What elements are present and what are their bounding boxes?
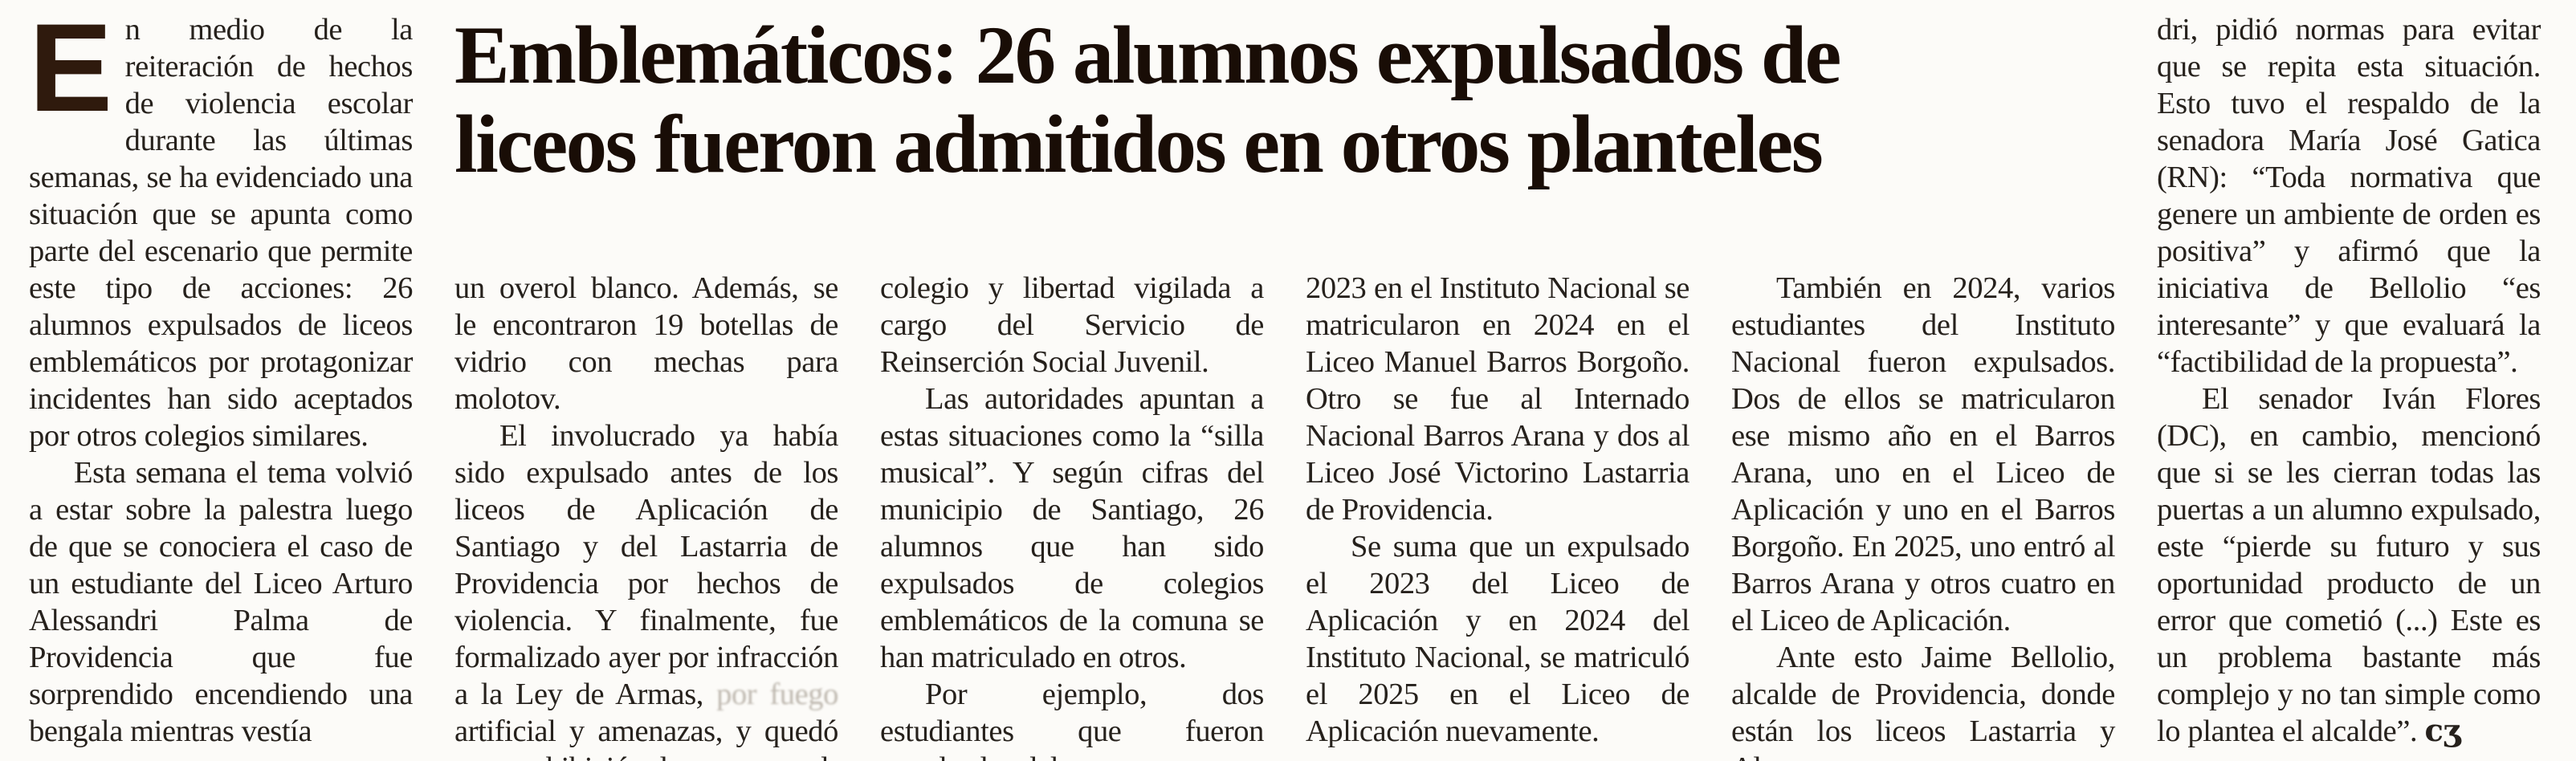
paragraph-text: El involucrado ya había sido expulsado a… xyxy=(454,419,838,711)
paragraph: También en 2024, varios estudiantes del … xyxy=(1731,271,2115,637)
paragraph: colegio y libertad vigilada a cargo del … xyxy=(880,271,1264,379)
paragraph: El senador Iván Flores (DC), en cambio, … xyxy=(2157,380,2541,750)
paragraph-text: El senador Iván Flores (DC), en cambio, … xyxy=(2157,382,2541,748)
body-column-3: colegio y libertad vigilada a cargo del … xyxy=(880,270,1264,761)
end-of-article-mark: cʒ xyxy=(2424,713,2461,749)
body-column-2: un overol blanco. Además, se le encontra… xyxy=(454,270,838,761)
paragraph: 2023 en el Instituto Nacional se matricu… xyxy=(1306,271,1689,527)
headline-line-2: liceos fueron admitidos en otros plantel… xyxy=(454,99,1824,190)
paragraph: Se suma que un expulsado el 2023 del Lic… xyxy=(1306,530,1689,748)
faded-smudged-text: por fuego xyxy=(716,678,838,711)
paragraph: Ante esto Jaime Bellolio, alcalde de Pro… xyxy=(1731,641,2115,761)
headline-and-columns: Emblemáticos: 26 alumnos expulsados de li… xyxy=(454,11,2115,761)
drop-cap: E xyxy=(29,0,112,138)
paragraph: Esta semana el tema volvió a estar sobre… xyxy=(29,456,413,748)
body-column-6: dri, pidió normas para evitar que se rep… xyxy=(2157,11,2541,761)
headline-line-1: Emblemáticos: 26 alumnos expulsados de xyxy=(454,10,1841,101)
paragraph: dri, pidió normas para evitar que se rep… xyxy=(2157,13,2541,379)
middle-columns: un overol blanco. Además, se le encontra… xyxy=(454,270,2115,761)
paragraph: El involucrado ya había sido expulsado a… xyxy=(454,417,838,761)
paragraph: un overol blanco. Además, se le encontra… xyxy=(454,271,838,416)
body-column-4: 2023 en el Instituto Nacional se matricu… xyxy=(1306,270,1689,761)
body-column-5: También en 2024, varios estudiantes del … xyxy=(1731,270,2115,761)
paragraph: Las autoridades apuntan a estas situacio… xyxy=(880,382,1264,674)
article-headline: Emblemáticos: 26 alumnos expulsados de li… xyxy=(454,11,2115,189)
paragraph-text: artificial y amenazas, y quedó con prohi… xyxy=(454,714,838,761)
lead-paragraph-text: n medio de la reiteración de hechos de v… xyxy=(29,13,413,453)
paragraph: Por ejemplo, dos estudiantes que fueron … xyxy=(880,678,1264,761)
